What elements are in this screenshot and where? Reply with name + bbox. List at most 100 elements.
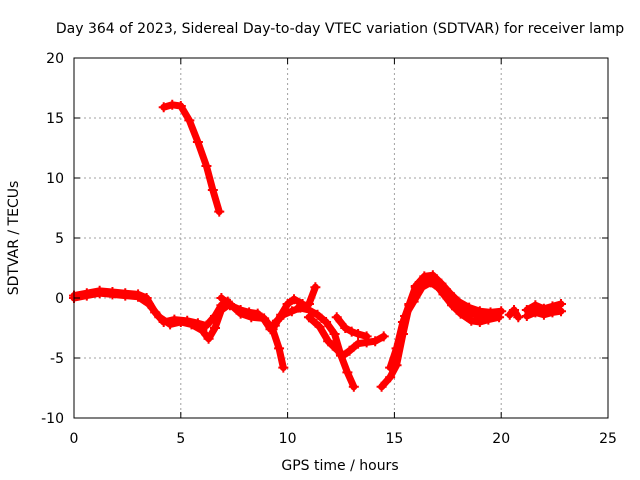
data-point-marker [207, 185, 218, 195]
y-tick-label: 0 [55, 291, 64, 307]
data-point-marker [378, 331, 389, 342]
x-tick-labels: 0 5 10 15 20 25 [70, 431, 617, 447]
data-point-marker [167, 99, 178, 110]
data-point-marker [184, 115, 195, 126]
data-point-marker [521, 311, 532, 321]
data-point-marker [466, 315, 477, 326]
data-point-marker [244, 307, 255, 318]
data-point-marker [274, 343, 285, 354]
data-point-marker [361, 331, 372, 342]
data-point-marker [282, 299, 293, 309]
data-point-marker [417, 282, 428, 293]
y-tick-labels: -10 -5 0 5 10 15 20 [41, 51, 64, 427]
data-point-marker [329, 329, 340, 339]
data-point-marker [186, 319, 197, 330]
data-point-marker [175, 101, 186, 111]
data-point-marker [442, 291, 453, 302]
data-point-marker [192, 137, 203, 147]
data-point-marker [434, 283, 445, 294]
data-point-marker [451, 300, 462, 311]
y-tick-label: -5 [50, 351, 64, 367]
data-point-marker [321, 317, 332, 327]
data-point-marker [289, 294, 300, 305]
data-point-marker [314, 321, 325, 332]
data-point-marker [120, 290, 131, 301]
data-point-marker [286, 306, 297, 317]
data-point-marker [344, 345, 355, 356]
series-arc-l [504, 305, 524, 323]
data-point-marker [556, 306, 567, 317]
data-point-marker [107, 289, 118, 300]
data-point-marker [323, 336, 334, 347]
data-point-marker [293, 302, 304, 313]
data-point-marker [133, 291, 144, 302]
data-point-marker [338, 350, 349, 361]
series-arc-h [331, 312, 372, 342]
data-point-marker [340, 323, 351, 333]
data-point-marker [331, 344, 342, 355]
data-point-marker [310, 282, 321, 293]
data-point-marker [400, 311, 411, 321]
data-point-marker [175, 317, 186, 327]
data-point-marker [197, 325, 208, 336]
data-point-marker [265, 323, 276, 333]
data-point-marker [459, 306, 470, 317]
y-tick-label: 20 [46, 51, 64, 67]
series-arc-c [69, 288, 289, 373]
data-point-marker [481, 311, 492, 321]
data-point-marker [425, 277, 436, 288]
data-point-marker [165, 319, 176, 330]
y-tick-label: 10 [46, 171, 64, 187]
data-point-marker [259, 314, 270, 325]
data-point-marker [252, 308, 263, 319]
y-tick-label: 5 [55, 231, 64, 247]
data-point-marker [353, 338, 364, 349]
data-point-marker [342, 367, 353, 378]
x-tick-label: 0 [70, 431, 79, 447]
data-point-marker [391, 343, 402, 354]
data-point-marker [538, 309, 549, 320]
data-point-marker [331, 312, 342, 323]
data-point-marker [143, 299, 154, 309]
data-point-marker [214, 206, 225, 217]
data-point-marker [376, 381, 387, 392]
data-point-marker [201, 161, 212, 171]
data-point-marker [235, 305, 246, 315]
x-tick-label: 20 [492, 431, 510, 447]
data-point-marker [158, 102, 169, 113]
data-point-marker [303, 312, 314, 323]
data-point-marker [385, 362, 396, 373]
data-point-marker [224, 300, 235, 311]
y-tick-label: -10 [41, 411, 64, 427]
x-tick-label: 25 [599, 431, 617, 447]
data-point-marker [530, 307, 541, 318]
data-point-marker [348, 381, 359, 392]
series-arc-g [303, 312, 389, 361]
data-point-marker [154, 312, 165, 323]
data-point-marker [278, 362, 289, 373]
chart-title: Day 364 of 2023, Sidereal Day-to-day VTE… [56, 21, 624, 37]
data-point-marker [94, 288, 105, 299]
data-point-marker [271, 315, 282, 326]
data-point-marker [278, 309, 289, 320]
series-arc-k [400, 277, 502, 321]
data-point-marker [385, 372, 396, 383]
data-point-marker [353, 329, 364, 339]
x-axis-label: GPS time / hours [281, 458, 398, 474]
data-point-marker [203, 333, 214, 344]
data-point-marker [547, 307, 558, 318]
x-tick-label: 10 [279, 431, 297, 447]
data-point-marker [312, 309, 323, 320]
data-point-marker [427, 270, 438, 281]
series-arc-n [521, 306, 567, 321]
y-axis-label: SDTVAR / TECUs [6, 181, 22, 296]
axis-ticks [73, 57, 609, 419]
data-point-marker [509, 305, 520, 315]
data-point-marker [81, 290, 92, 301]
y-tick-label: 15 [46, 111, 64, 127]
x-tick-label: 15 [385, 431, 403, 447]
data-point-marker [491, 309, 502, 320]
data-series-layer [69, 99, 567, 392]
data-point-marker [370, 336, 381, 347]
